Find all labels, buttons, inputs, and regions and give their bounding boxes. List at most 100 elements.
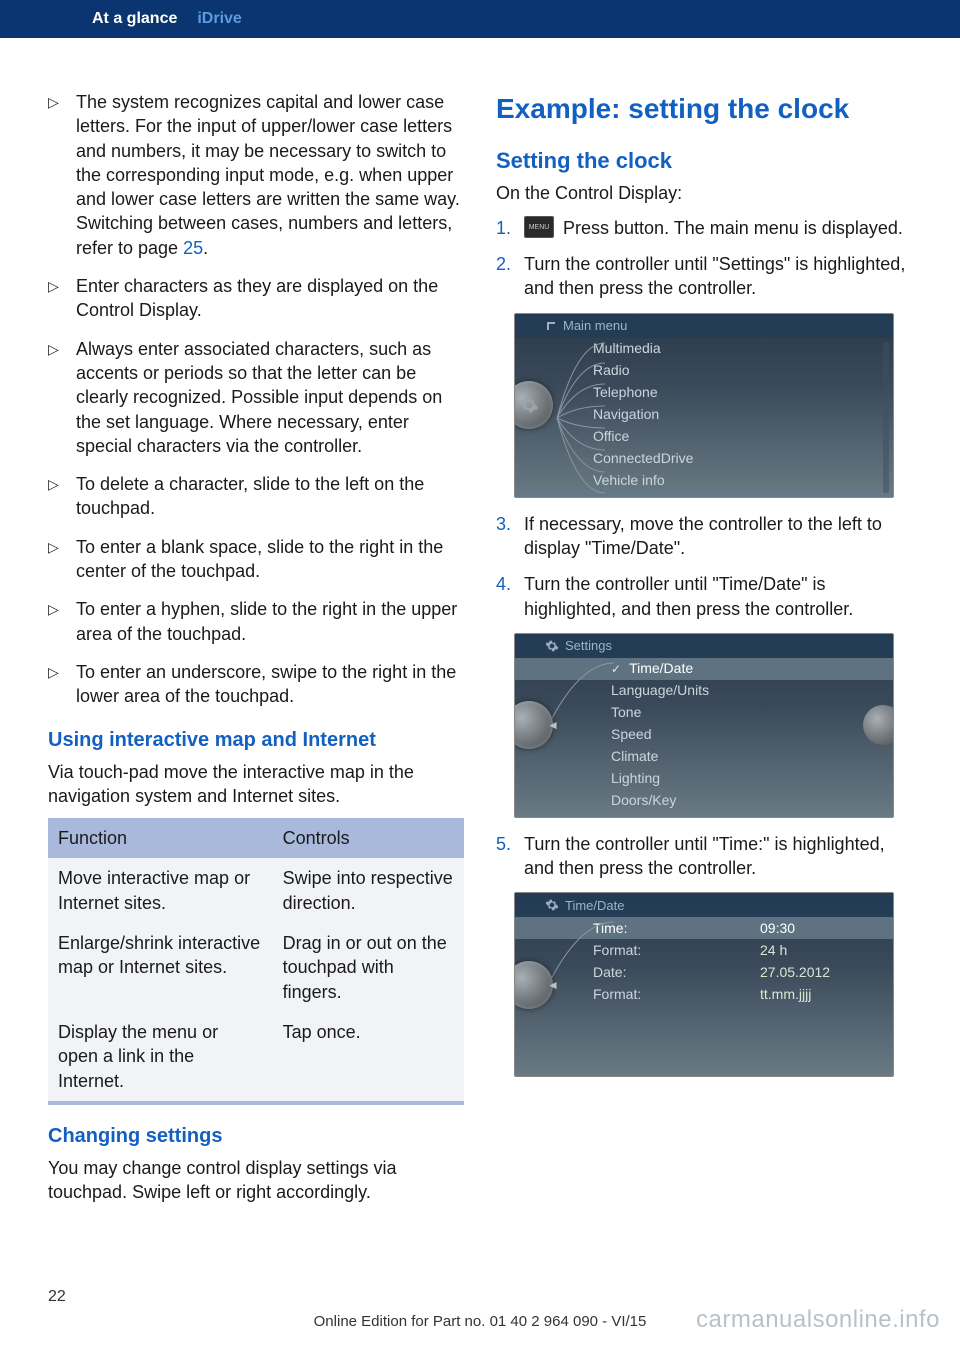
step-3: 3. If necessary, move the controller to … — [496, 512, 912, 561]
list-item: ▷The system recognizes capital and lower… — [48, 90, 464, 260]
menu-item: Telephone — [515, 382, 893, 404]
step-1: 1. MENU Press button. The main menu is d… — [496, 216, 912, 240]
gear-icon — [519, 395, 539, 415]
heading-changing-settings: Changing settings — [48, 1123, 464, 1150]
table-cell: Move interactive map or Internet sites. — [48, 858, 273, 923]
table-cell: Tap once. — [273, 1012, 464, 1101]
setting-row: Date:27.05.2012 — [515, 961, 893, 983]
setting-row: Time:09:30 — [515, 917, 893, 939]
steps-list-cont2: 5. Turn the controller until "Time:" is … — [496, 832, 912, 881]
step-4: 4. Turn the controller until "Time/Date"… — [496, 572, 912, 621]
menu-item: Radio — [515, 360, 893, 382]
heading-setting-clock: Setting the clock — [496, 146, 912, 176]
bullet-marker-icon: ▷ — [48, 472, 76, 521]
gear-icon — [545, 639, 559, 653]
setting-value: 24 h — [760, 941, 787, 960]
setting-row: Format:tt.mm.jjjj — [515, 983, 893, 1005]
steps-list: 1. MENU Press button. The main menu is d… — [496, 216, 912, 301]
table-row: Display the menu or open a link in the I… — [48, 1012, 464, 1101]
header-section: At a glance — [92, 8, 177, 30]
heading-interactive-map: Using interactive map and Internet — [48, 727, 464, 754]
list-item: ▷To enter an underscore, swipe to the ri… — [48, 660, 464, 709]
step-text: Turn the controller until "Time/Date" is… — [524, 572, 912, 621]
bullet-text: Enter characters as they are displayed o… — [76, 274, 464, 323]
bullet-marker-icon: ▷ — [48, 90, 76, 260]
table-row: Move interactive map or Internet sites.S… — [48, 858, 464, 923]
menu-item: Vehicle info — [515, 470, 893, 492]
bullet-marker-icon: ▷ — [48, 660, 76, 709]
step-text: If necessary, move the controller to the… — [524, 512, 912, 561]
table-footer-rule — [48, 1101, 464, 1105]
list-item: ▷Enter characters as they are displayed … — [48, 274, 464, 323]
setting-value: 27.05.2012 — [760, 963, 830, 982]
heading-example: Example: setting the clock — [496, 90, 912, 128]
idrive-screen-time-date: Time/Date Time:09:30Format:24 hDate:27.0… — [514, 892, 894, 1077]
table-cell: Enlarge/shrink interactive map or Intern… — [48, 923, 273, 1012]
bullet-marker-icon: ▷ — [48, 597, 76, 646]
step-text: Press button. The main menu is dis­playe… — [563, 218, 903, 238]
idrive-screen-main-menu: Main menu MultimediaRadioTelephoneNaviga… — [514, 313, 894, 498]
menu-item: Tone — [515, 702, 893, 724]
header-subsection: iDrive — [197, 8, 241, 30]
page-link[interactable]: 25 — [183, 238, 203, 258]
setting-label: Format: — [515, 941, 760, 960]
list-item: ▷To enter a blank space, slide to the ri… — [48, 535, 464, 584]
bullet-marker-icon: ▷ — [48, 274, 76, 323]
step-num: 3. — [496, 512, 524, 561]
menu-item: Climate — [515, 746, 893, 768]
bullet-text: Always enter associated characters, such… — [76, 337, 464, 458]
step-num: 5. — [496, 832, 524, 881]
table-cell: Display the menu or open a link in the I… — [48, 1012, 273, 1101]
step-num: 4. — [496, 572, 524, 621]
watermark: carmanualsonline.info — [696, 1304, 940, 1336]
screen-title: Settings — [515, 634, 893, 658]
menu-item: Language/Units — [515, 680, 893, 702]
setting-label: Time: — [515, 919, 760, 938]
th-function: Function — [48, 818, 273, 858]
menu-button-icon: MENU — [524, 216, 554, 238]
bullet-text: The system recognizes capital and lower … — [76, 90, 464, 260]
bullet-marker-icon: ▷ — [48, 535, 76, 584]
back-icon — [545, 320, 557, 332]
page-header: At a glance iDrive — [0, 0, 960, 38]
left-arrow-icon: ◄ — [547, 717, 559, 733]
right-column: Example: setting the clock Setting the c… — [496, 90, 912, 1214]
touchpad-bullets: ▷The system recognizes capital and lower… — [48, 90, 464, 709]
idrive-screen-settings: Settings ✓ Time/Date Language/UnitsToneS… — [514, 633, 894, 818]
list-item: ▷To delete a character, slide to the lef… — [48, 472, 464, 521]
menu-item: Doors/Key — [515, 790, 893, 812]
step-body: MENU Press button. The main menu is dis­… — [524, 216, 912, 240]
menu-item-selected: Settings — [515, 492, 893, 498]
content-area: ▷The system recognizes capital and lower… — [0, 38, 960, 1214]
list-item: ▷Always enter associated characters, suc… — [48, 337, 464, 458]
screen-title: Main menu — [515, 314, 893, 338]
list-item: ▷To enter a hyphen, slide to the right i… — [48, 597, 464, 646]
menu-item: Multimedia — [515, 338, 893, 360]
table-row: Enlarge/shrink interactive map or Intern… — [48, 923, 464, 1012]
left-arrow-icon: ◄ — [547, 977, 559, 993]
step-5: 5. Turn the controller until "Time:" is … — [496, 832, 912, 881]
setting-row: Format:24 h — [515, 939, 893, 961]
bullet-text: To enter a blank space, slide to the rig… — [76, 535, 464, 584]
gear-icon — [545, 898, 559, 912]
setting-value: 09:30 — [760, 919, 795, 938]
step-2: 2. Turn the controller until "Settings" … — [496, 252, 912, 301]
para-changing-settings: You may change control display settings … — [48, 1156, 464, 1205]
menu-item: ConnectedDrive — [515, 448, 893, 470]
menu-item: Speed — [515, 724, 893, 746]
step-text: Turn the controller until "Settings" is … — [524, 252, 912, 301]
steps-list-cont: 3. If necessary, move the controller to … — [496, 512, 912, 621]
th-controls: Controls — [273, 818, 464, 858]
table-cell: Swipe into re­spective direc­tion. — [273, 858, 464, 923]
scroll-strip — [883, 342, 889, 493]
check-icon: ✓ — [611, 661, 621, 677]
bullet-text: To enter an underscore, swipe to the rig… — [76, 660, 464, 709]
screen-title: Time/Date — [515, 893, 893, 917]
step-num: 1. — [496, 216, 524, 240]
menu-item: Navigation — [515, 404, 893, 426]
table-cell: Drag in or out on the touchpad with fing… — [273, 923, 464, 1012]
step-text: Turn the controller until "Time:" is hig… — [524, 832, 912, 881]
bullet-marker-icon: ▷ — [48, 337, 76, 458]
function-table: Function Controls Move interactive map o… — [48, 818, 464, 1101]
left-column: ▷The system recognizes capital and lower… — [48, 90, 464, 1214]
